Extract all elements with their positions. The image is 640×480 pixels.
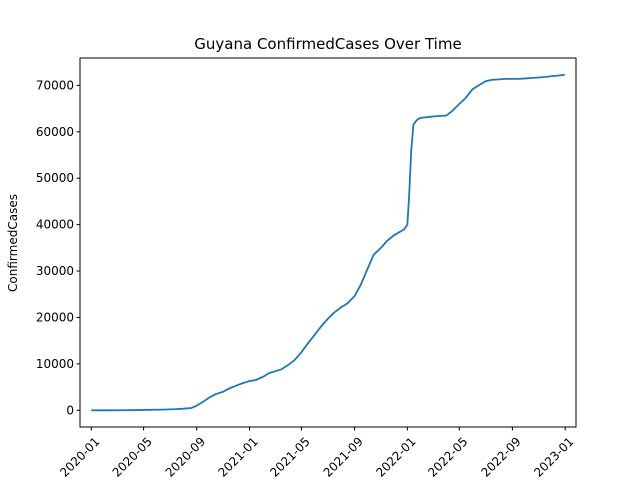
y-tick-label: 40000 — [36, 218, 74, 232]
y-tick-label: 50000 — [36, 171, 74, 185]
y-tick-label: 30000 — [36, 264, 74, 278]
y-tick-label: 20000 — [36, 310, 74, 324]
chart-title: Guyana ConfirmedCases Over Time — [194, 35, 461, 53]
y-tick-label: 0 — [66, 403, 74, 417]
y-axis-label: ConfirmedCases — [6, 194, 20, 292]
plot-frame — [79, 57, 577, 428]
y-tick-label: 10000 — [36, 357, 74, 371]
y-tick-label: 70000 — [36, 78, 74, 92]
y-tick-label: 60000 — [36, 125, 74, 139]
series-line — [91, 73, 565, 412]
